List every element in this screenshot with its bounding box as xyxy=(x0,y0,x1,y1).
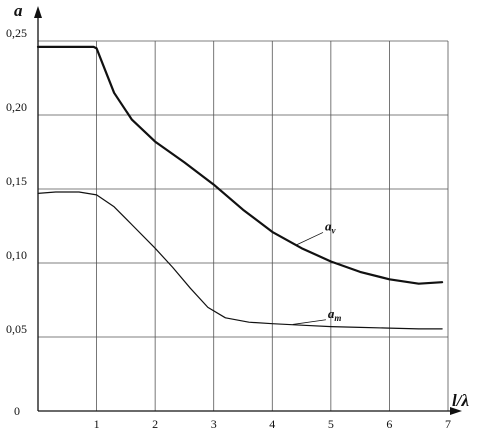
series-labels: av am xyxy=(292,218,342,325)
leader-line xyxy=(292,319,326,325)
x-axis-arrow xyxy=(450,407,462,415)
x-tick-label: 3 xyxy=(211,417,217,431)
y-axis-arrow xyxy=(34,6,42,18)
leader-line xyxy=(295,232,324,246)
x-axis-title: l/λ xyxy=(452,391,469,410)
y-tick-label: 0,15 xyxy=(6,174,27,188)
y-tick-label: 0,25 xyxy=(6,26,27,40)
x-tick-label: 5 xyxy=(328,417,334,431)
series-line-a-v xyxy=(36,45,444,285)
series-line-a-m xyxy=(37,191,443,330)
series-label-a-m: am xyxy=(328,306,342,323)
series-lines xyxy=(36,45,444,330)
y-tick-label: 0,10 xyxy=(6,248,27,262)
y-axis-title: a xyxy=(14,1,23,20)
axes xyxy=(34,6,462,415)
tick-labels: 1 2 3 4 5 6 7 0 0,05 0,10 0,15 0,20 0,25 xyxy=(6,26,451,431)
x-tick-label: 7 xyxy=(445,417,451,431)
x-tick-label: 1 xyxy=(94,417,100,431)
y-tick-label: 0 xyxy=(14,404,20,418)
x-tick-label: 6 xyxy=(386,417,392,431)
series-label-a-v: av xyxy=(325,218,337,235)
y-tick-label: 0,05 xyxy=(6,322,27,336)
x-tick-label: 4 xyxy=(269,417,275,431)
grid xyxy=(38,40,449,411)
y-tick-label: 0,20 xyxy=(6,100,27,114)
x-tick-label: 2 xyxy=(152,417,158,431)
